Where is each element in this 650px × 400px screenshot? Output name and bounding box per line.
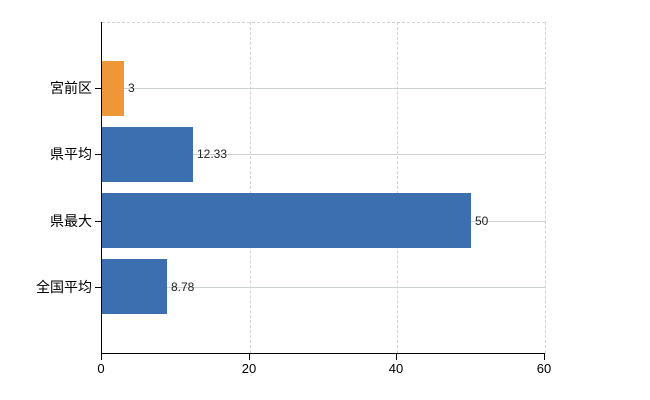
x-tick-label: 40 <box>388 361 404 376</box>
category-label: 県平均 <box>50 146 92 162</box>
plot-area: 3 12.33 50 8.78 <box>101 22 546 354</box>
gridline-horizontal <box>102 154 545 155</box>
bar <box>102 259 167 314</box>
x-axis-tick <box>544 354 545 360</box>
bar <box>102 127 193 182</box>
gridline-vertical <box>397 22 398 353</box>
y-axis-tick <box>95 154 101 155</box>
y-axis-tick <box>95 221 101 222</box>
x-axis-tick <box>396 354 397 360</box>
gridline-vertical <box>545 22 546 353</box>
x-tick-label: 60 <box>536 361 552 376</box>
bar-value-label: 12.33 <box>197 147 228 161</box>
gridline-horizontal <box>102 287 545 288</box>
category-label: 県最大 <box>50 213 92 229</box>
category-label: 全国平均 <box>36 279 92 295</box>
plot-top-border <box>102 22 545 23</box>
gridline-horizontal <box>102 88 545 89</box>
x-tick-label: 0 <box>97 361 105 376</box>
bar <box>102 61 124 116</box>
bar-value-label: 8.78 <box>171 280 195 294</box>
gridline-vertical <box>250 22 251 353</box>
x-axis-tick <box>101 354 102 360</box>
bar-value-label: 3 <box>128 81 135 95</box>
x-axis-tick <box>249 354 250 360</box>
y-axis-tick <box>95 88 101 89</box>
bar <box>102 193 471 248</box>
bar-value-label: 50 <box>475 214 489 228</box>
y-axis-tick <box>95 287 101 288</box>
category-label: 宮前区 <box>50 80 92 96</box>
x-tick-label: 20 <box>241 361 257 376</box>
